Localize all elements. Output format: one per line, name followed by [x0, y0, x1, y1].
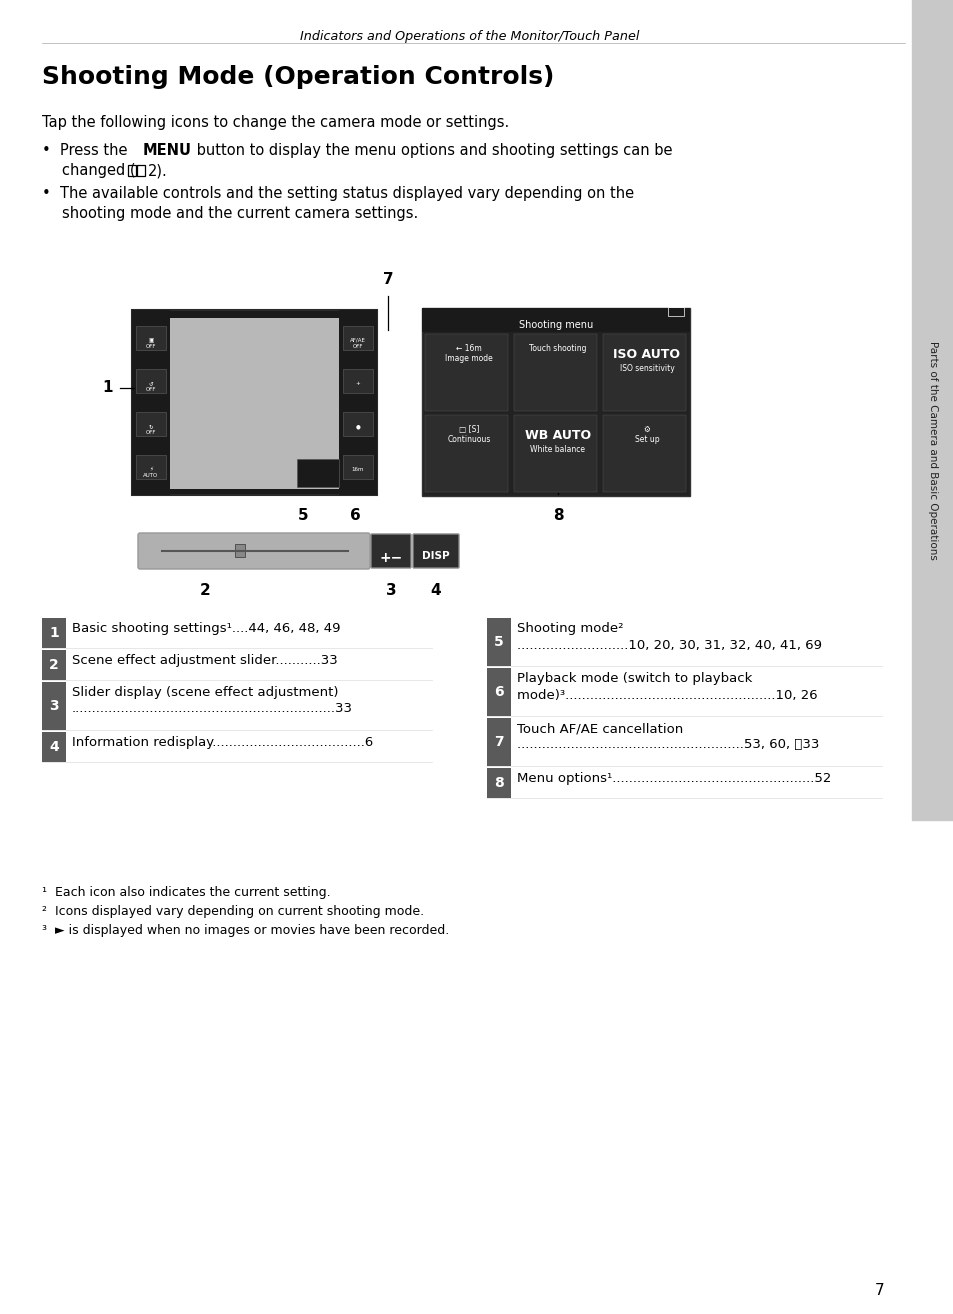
- Text: 6: 6: [494, 685, 503, 699]
- Text: 3: 3: [50, 699, 59, 714]
- Bar: [42, 732, 66, 762]
- Text: button to display the menu options and shooting settings can be: button to display the menu options and s…: [192, 143, 672, 158]
- Bar: [234, 544, 245, 557]
- Text: WB AUTO: WB AUTO: [524, 428, 591, 442]
- Text: 16m: 16m: [352, 466, 364, 472]
- Bar: [343, 369, 373, 393]
- Text: Menu options¹.................................................52: Menu options¹...........................…: [517, 773, 830, 784]
- Text: ↻
OFF: ↻ OFF: [146, 424, 156, 435]
- Bar: [424, 415, 507, 491]
- Text: ⚡
AUTO: ⚡ AUTO: [143, 466, 158, 478]
- Text: ●: ●: [355, 424, 360, 428]
- Bar: [421, 307, 689, 332]
- Text: Touch AF/AE cancellation
.......................................................: Touch AF/AE cancellation ...............…: [517, 721, 819, 752]
- Bar: [343, 326, 373, 350]
- Text: ISO AUTO: ISO AUTO: [613, 348, 679, 361]
- Text: 7: 7: [494, 735, 503, 749]
- Text: Shooting menu: Shooting menu: [518, 321, 593, 330]
- Bar: [486, 767, 511, 798]
- Text: 1: 1: [103, 381, 113, 396]
- Bar: [486, 668, 511, 716]
- Bar: [421, 307, 689, 495]
- Text: +: +: [355, 381, 360, 386]
- FancyBboxPatch shape: [413, 533, 458, 568]
- Text: AF/AE
OFF: AF/AE OFF: [350, 338, 366, 348]
- Bar: [132, 310, 376, 495]
- Text: Scene effect adjustment slider...........33: Scene effect adjustment slider..........…: [71, 654, 337, 668]
- Bar: [911, 0, 953, 820]
- Text: 8: 8: [494, 777, 503, 790]
- Bar: [42, 650, 66, 681]
- Text: □ [S]
Continuous: □ [S] Continuous: [447, 424, 490, 444]
- Bar: [486, 717, 511, 766]
- FancyBboxPatch shape: [138, 533, 370, 569]
- Text: 3: 3: [385, 583, 395, 598]
- Text: •  Press the: • Press the: [42, 143, 132, 158]
- Bar: [424, 334, 507, 411]
- Text: •  The available controls and the setting status displayed vary depending on the: • The available controls and the setting…: [42, 187, 634, 201]
- Text: Indicators and Operations of the Monitor/Touch Panel: Indicators and Operations of the Monitor…: [300, 30, 639, 43]
- Text: DISP: DISP: [422, 551, 450, 561]
- Text: ↺
OFF: ↺ OFF: [146, 381, 156, 392]
- Text: MENU: MENU: [143, 143, 192, 158]
- Text: Slider display (scene effect adjustment)
.......................................: Slider display (scene effect adjustment)…: [71, 686, 353, 716]
- Text: Playback mode (switch to playback
mode)³........................................: Playback mode (switch to playback mode)³…: [517, 671, 817, 702]
- Text: +−: +−: [379, 551, 402, 565]
- Text: ▣
OFF: ▣ OFF: [146, 338, 156, 348]
- Text: Touch shooting: Touch shooting: [529, 344, 586, 353]
- Bar: [136, 369, 166, 393]
- Text: Basic shooting settings¹....44, 46, 48, 49: Basic shooting settings¹....44, 46, 48, …: [71, 622, 340, 635]
- Bar: [514, 334, 597, 411]
- Bar: [136, 455, 166, 480]
- Bar: [667, 307, 683, 315]
- Text: 7: 7: [874, 1282, 883, 1298]
- Bar: [602, 415, 685, 491]
- Text: 2).: 2).: [148, 163, 168, 177]
- Text: 7: 7: [382, 272, 393, 286]
- Text: changed (: changed (: [62, 163, 135, 177]
- Bar: [42, 682, 66, 731]
- Text: 1: 1: [49, 625, 59, 640]
- FancyBboxPatch shape: [371, 533, 411, 568]
- Text: Tap the following icons to change the camera mode or settings.: Tap the following icons to change the ca…: [42, 116, 509, 130]
- Text: 2: 2: [49, 658, 59, 671]
- Text: ³  ► is displayed when no images or movies have been recorded.: ³ ► is displayed when no images or movie…: [42, 924, 449, 937]
- Text: 4: 4: [430, 583, 441, 598]
- Text: ¹  Each icon also indicates the current setting.: ¹ Each icon also indicates the current s…: [42, 886, 331, 899]
- Text: Parts of the Camera and Basic Operations: Parts of the Camera and Basic Operations: [927, 340, 937, 560]
- Bar: [137, 166, 145, 176]
- Text: ²  Icons displayed vary depending on current shooting mode.: ² Icons displayed vary depending on curr…: [42, 905, 424, 918]
- Text: 2: 2: [199, 583, 211, 598]
- Text: Shooting mode²
...........................10, 20, 30, 31, 32, 40, 41, 69: Shooting mode² .........................…: [517, 622, 821, 652]
- Text: 5: 5: [494, 635, 503, 649]
- Bar: [136, 326, 166, 350]
- Bar: [514, 415, 597, 491]
- Bar: [338, 310, 376, 495]
- Text: shooting mode and the current camera settings.: shooting mode and the current camera set…: [62, 206, 417, 221]
- Text: ← 16m
Image mode: ← 16m Image mode: [445, 344, 493, 364]
- Bar: [296, 459, 338, 487]
- Text: 6: 6: [349, 509, 360, 523]
- Bar: [602, 334, 685, 411]
- Bar: [128, 166, 136, 176]
- Bar: [343, 413, 373, 436]
- Bar: [132, 310, 170, 495]
- Text: Information redisplay.....................................6: Information redisplay...................…: [71, 736, 373, 749]
- Bar: [42, 618, 66, 648]
- Text: White balance: White balance: [530, 445, 585, 455]
- Text: 5: 5: [297, 509, 308, 523]
- Text: 16m
[SBQ]: 16m [SBQ]: [310, 499, 325, 510]
- Text: ISO sensitivity: ISO sensitivity: [619, 364, 674, 373]
- Text: ⚙
Set up: ⚙ Set up: [634, 424, 659, 444]
- Text: Shooting Mode (Operation Controls): Shooting Mode (Operation Controls): [42, 64, 554, 89]
- Text: 4: 4: [49, 740, 59, 754]
- Text: 8: 8: [552, 509, 562, 523]
- Bar: [486, 618, 511, 666]
- Bar: [343, 455, 373, 480]
- Bar: [170, 318, 338, 489]
- Bar: [136, 413, 166, 436]
